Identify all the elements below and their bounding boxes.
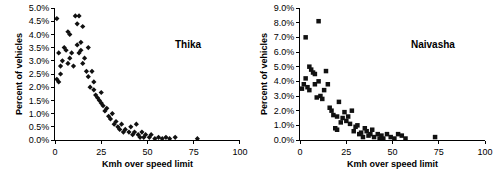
- svg-text:50: 50: [388, 147, 398, 157]
- svg-text:3.0%: 3.0%: [29, 56, 50, 66]
- svg-text:Naivasha: Naivasha: [411, 39, 455, 50]
- svg-text:Percent of vehicles: Percent of vehicles: [14, 33, 24, 115]
- svg-text:25: 25: [96, 147, 106, 157]
- svg-text:0.5%: 0.5%: [29, 122, 50, 132]
- svg-text:1.0%: 1.0%: [29, 109, 50, 119]
- svg-text:2.0%: 2.0%: [274, 106, 295, 116]
- svg-text:3.0%: 3.0%: [274, 91, 295, 101]
- svg-text:75: 75: [189, 147, 199, 157]
- svg-text:5.0%: 5.0%: [274, 62, 295, 72]
- svg-text:50: 50: [142, 147, 152, 157]
- svg-text:4.0%: 4.0%: [274, 76, 295, 86]
- svg-text:0.0%: 0.0%: [274, 135, 295, 145]
- svg-text:0: 0: [52, 147, 57, 157]
- svg-text:25: 25: [341, 147, 351, 157]
- svg-text:3.5%: 3.5%: [29, 43, 50, 53]
- svg-text:75: 75: [434, 147, 444, 157]
- svg-text:2.5%: 2.5%: [29, 69, 50, 79]
- svg-text:1.0%: 1.0%: [274, 120, 295, 130]
- svg-text:Thika: Thika: [175, 39, 202, 50]
- svg-text:9.0%: 9.0%: [274, 3, 295, 13]
- svg-text:0: 0: [298, 147, 303, 157]
- svg-text:4.0%: 4.0%: [29, 30, 50, 40]
- svg-text:5.0%: 5.0%: [29, 3, 50, 13]
- svg-text:4.5%: 4.5%: [29, 16, 50, 26]
- svg-text:7.0%: 7.0%: [274, 32, 295, 42]
- svg-text:2.0%: 2.0%: [29, 82, 50, 92]
- svg-text:100: 100: [232, 147, 247, 157]
- svg-text:0.0%: 0.0%: [29, 135, 50, 145]
- svg-text:8.0%: 8.0%: [274, 18, 295, 28]
- svg-text:100: 100: [477, 147, 492, 157]
- svg-text:6.0%: 6.0%: [274, 47, 295, 57]
- svg-text:Percent of vehicles: Percent of vehicles: [259, 33, 269, 115]
- svg-text:Kmh over speed limit: Kmh over speed limit: [102, 159, 193, 169]
- svg-text:Kmh over speed limit: Kmh over speed limit: [347, 159, 438, 169]
- svg-text:1.5%: 1.5%: [29, 96, 50, 106]
